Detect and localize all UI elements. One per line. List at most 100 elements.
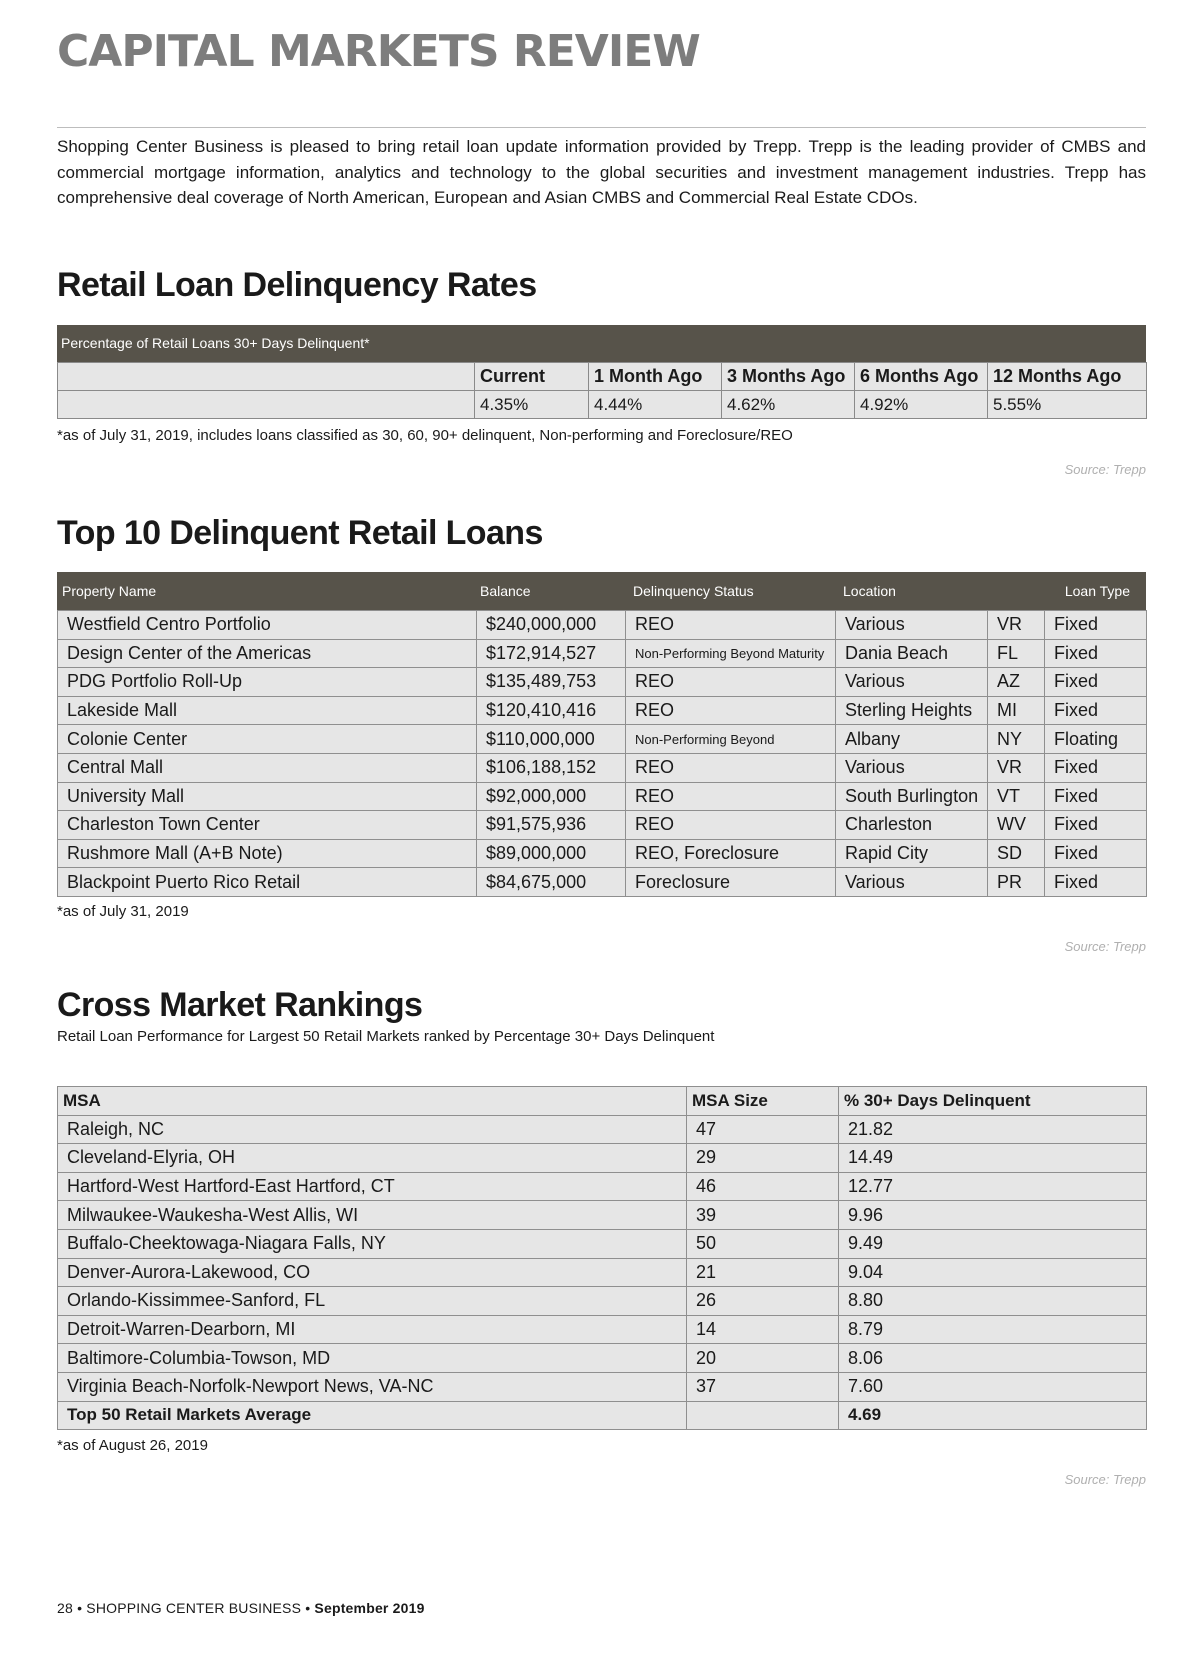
top10-col-header: Location [843,583,896,599]
delinquency-value: 5.55% [987,390,1147,419]
status-cell: REO [625,810,836,840]
delinquent-pct-cell: 8.79 [838,1314,1147,1345]
table-row: Westfield Centro Portfolio $240,000,000 RE… [57,610,1147,640]
msa-size-cell: 37 [686,1371,839,1402]
status-cell: REO [625,752,836,783]
delinquent-pct-cell: 21.82 [838,1114,1147,1145]
delinquency-note: *as of July 31, 2019, includes loans cla… [57,427,793,444]
property-name-cell: Rushmore Mall (A+B Note) [57,838,477,869]
delinquency-col-header: 6 Months Ago [854,362,988,391]
balance-cell: $91,575,936 [476,810,626,840]
delinquency-bar-label: Percentage of Retail Loans 30+ Days Deli… [61,335,370,351]
balance-cell: $135,489,753 [476,667,626,697]
cross-col-header: MSA [57,1086,687,1116]
loan-type-cell: Floating [1044,724,1147,754]
delinquency-source: Source: Trepp [1064,462,1146,477]
delinquency-bar: Percentage of Retail Loans 30+ Days Deli… [57,325,1146,362]
msa-size-cell: 47 [686,1114,839,1145]
msa-cell: Virginia Beach-Norfolk-Newport News, VA-… [57,1371,687,1402]
msa-size-cell: 26 [686,1286,839,1316]
state-cell: MI [987,695,1045,726]
property-name-cell: University Mall [57,781,477,812]
delinquency-table: Current 1 Month Ago 3 Months Ago 6 Month… [57,362,1147,419]
footer-separator: • [77,1600,83,1616]
cross-header-row: MSA MSA Size % 30+ Days Delinquent [57,1086,1147,1116]
table-row: Blackpoint Puerto Rico Retail $84,675,000… [57,867,1147,897]
msa-size-cell: 46 [686,1171,839,1202]
delinquent-pct-cell: 9.96 [838,1200,1147,1230]
location-cell: Various [835,752,988,783]
table-row: Charleston Town Center $91,575,936 REO Char… [57,810,1147,840]
top10-col-header: Loan Type [1064,583,1130,599]
top10-col-header: Balance [480,583,531,599]
location-cell: Various [835,667,988,697]
loan-type-cell: Fixed [1044,781,1147,812]
loan-type-cell: Fixed [1044,867,1147,897]
state-cell: AZ [987,667,1045,697]
delinquent-pct-cell: 7.60 [838,1371,1147,1402]
delinquency-value: 4.44% [588,390,722,419]
cross-col-header: MSA Size [686,1086,839,1116]
state-cell: NY [987,724,1045,754]
top10-table: Westfield Centro Portfolio $240,000,000 RE… [57,610,1147,897]
msa-size-cell: 29 [686,1143,839,1173]
property-name-cell: Charleston Town Center [57,810,477,840]
loan-type-cell: Fixed [1044,752,1147,783]
table-row: Cleveland-Elyria, OH 29 14.49 [57,1143,1147,1173]
msa-cell: Detroit-Warren-Dearborn, MI [57,1314,687,1345]
table-row: Rushmore Mall (A+B Note) $89,000,000 REO, … [57,838,1147,869]
msa-cell: Buffalo-Cheektowaga-Niagara Falls, NY [57,1228,687,1259]
table-row: Denver-Aurora-Lakewood, CO 21 9.04 [57,1257,1147,1288]
msa-size-cell: 20 [686,1343,839,1373]
table-row: Central Mall $106,188,152 REO Various VR Fixe… [57,752,1147,783]
balance-cell: $106,188,152 [476,752,626,783]
cross-source: Source: Trepp [1064,1472,1146,1487]
status-cell: REO, Foreclosure [625,838,836,869]
property-name-cell: Colonie Center [57,724,477,754]
delinquency-blank-cell [57,362,475,391]
table-row: Raleigh, NC 47 21.82 [57,1114,1147,1145]
location-cell: Sterling Heights [835,695,988,726]
average-value-cell: 4.69 [838,1400,1147,1431]
delinquency-value-row: 4.35% 4.44% 4.62% 4.92% 5.55% [57,390,1147,419]
average-size-cell [686,1400,839,1431]
delinquent-pct-cell: 8.06 [838,1343,1147,1373]
delinquency-blank-cell [57,390,475,419]
msa-cell: Orlando-Kissimmee-Sanford, FL [57,1286,687,1316]
cross-subheading: Retail Loan Performance for Largest 50 R… [57,1028,715,1045]
property-name-cell: PDG Portfolio Roll-Up [57,667,477,697]
loan-type-cell: Fixed [1044,695,1147,726]
top10-col-header: Delinquency Status [633,583,754,599]
msa-cell: Baltimore-Columbia-Towson, MD [57,1343,687,1373]
state-cell: VR [987,610,1045,640]
delinquency-value: 4.35% [474,390,589,419]
delinquency-col-header: 1 Month Ago [588,362,722,391]
state-cell: VR [987,752,1045,783]
delinquency-value: 4.62% [721,390,855,419]
location-cell: Dania Beach [835,638,988,669]
status-cell: Non-Performing Beyond [625,724,836,754]
footer-separator: • [305,1600,311,1616]
masthead-divider [57,127,1146,128]
delinquency-col-header: 12 Months Ago [987,362,1147,391]
msa-size-cell: 39 [686,1200,839,1230]
loan-type-cell: Fixed [1044,838,1147,869]
table-row: Lakeside Mall $120,410,416 REO Sterling Hei… [57,695,1147,726]
delinquent-pct-cell: 14.49 [838,1143,1147,1173]
msa-cell: Hartford-West Hartford-East Hartford, CT [57,1171,687,1202]
loan-type-cell: Fixed [1044,610,1147,640]
property-name-cell: Design Center of the Americas [57,638,477,669]
masthead-title: CAPITAL MARKETS REVIEW [57,26,701,77]
delinquency-col-header: Current [474,362,589,391]
table-row: University Mall $92,000,000 REO South Burli… [57,781,1147,812]
status-cell: REO [625,667,836,697]
loan-type-cell: Fixed [1044,667,1147,697]
delinquency-col-header: 3 Months Ago [721,362,855,391]
delinquent-pct-cell: 12.77 [838,1171,1147,1202]
cross-col-header: % 30+ Days Delinquent [838,1086,1147,1116]
location-cell: Albany [835,724,988,754]
balance-cell: $120,410,416 [476,695,626,726]
property-name-cell: Central Mall [57,752,477,783]
cross-body: MSA MSA Size % 30+ Days Delinquent Ralei… [57,1086,1147,1431]
msa-size-cell: 21 [686,1257,839,1288]
